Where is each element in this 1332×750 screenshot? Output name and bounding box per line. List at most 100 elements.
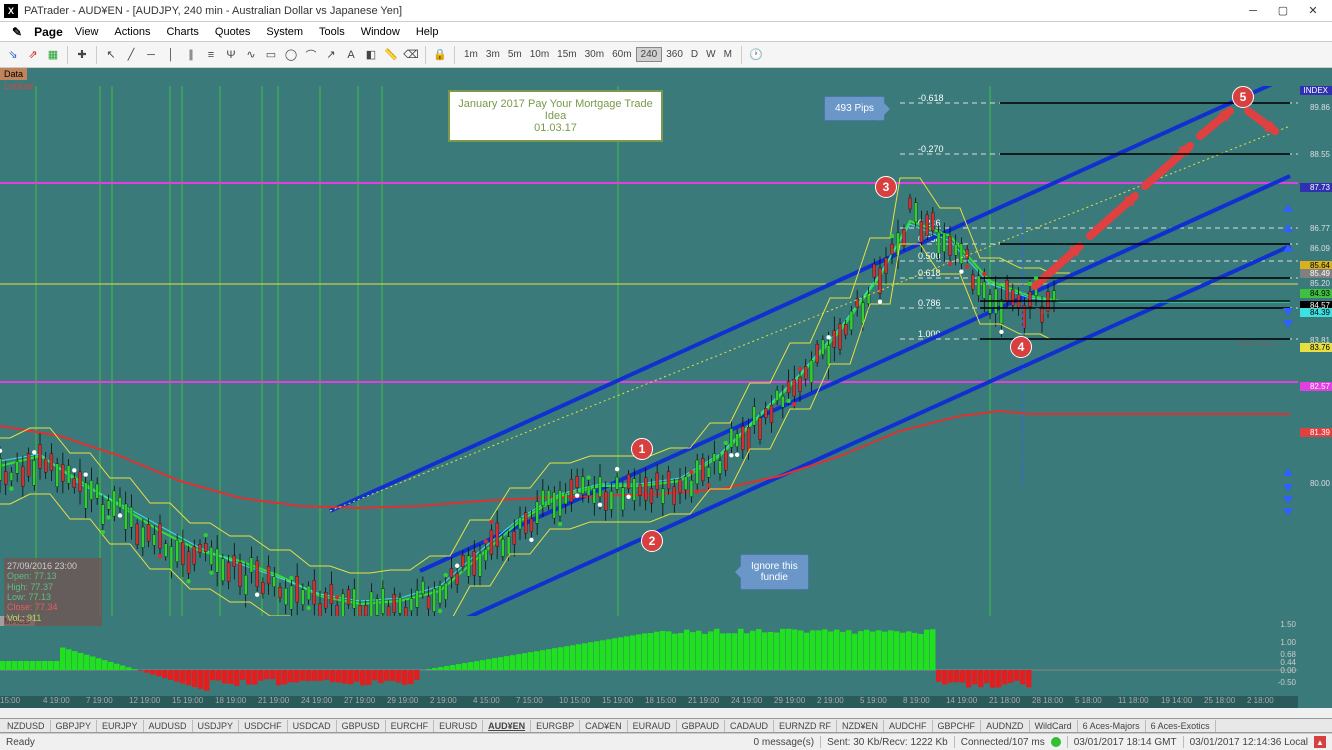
symbol-tab[interactable]: GBPJPY	[51, 720, 98, 732]
symbol-tab[interactable]: USDJPY	[193, 720, 240, 732]
info-volume: Vol.: 911	[7, 613, 99, 623]
menu-system[interactable]: System	[258, 24, 311, 40]
tool-arc[interactable]: ⌒	[302, 46, 320, 64]
data-tag: Data	[0, 68, 27, 80]
clock-icon[interactable]: 🕐	[747, 46, 765, 64]
tool-wave[interactable]: ∿	[242, 46, 260, 64]
info-close: Close: 77.34	[7, 602, 99, 612]
menu-tools[interactable]: Tools	[311, 24, 353, 40]
menu-actions[interactable]: Actions	[106, 24, 158, 40]
symbol-tab[interactable]: EURCHF	[386, 720, 435, 732]
price-tick: 87.73	[1300, 183, 1332, 192]
tool-glyph-2[interactable]: ⇗	[24, 46, 42, 64]
symbol-tab[interactable]: CAD¥EN	[580, 720, 628, 732]
wave-badge-4: 4	[1010, 336, 1032, 358]
time-tick: 28 18:00	[1032, 696, 1063, 705]
symbol-tab[interactable]: EURGBP	[531, 720, 580, 732]
symbol-tab[interactable]: EURJPY	[97, 720, 144, 732]
tool-label[interactable]: ◧	[362, 46, 380, 64]
menu-page[interactable]: Page	[26, 23, 67, 41]
tool-vline[interactable]: │	[162, 46, 180, 64]
tool-text[interactable]: A	[342, 46, 360, 64]
timeframe-10m[interactable]: 10m	[526, 48, 553, 61]
status-sent: Sent: 30 Kb/Recv: 1222 Kb	[827, 737, 948, 748]
price-tick: 86.09	[1300, 244, 1332, 253]
symbol-tab[interactable]: GBPCHF	[933, 720, 982, 732]
maximize-button[interactable]: ▢	[1268, 2, 1298, 20]
info-high: High: 77.37	[7, 582, 99, 592]
symbol-tab[interactable]: CADAUD	[725, 720, 774, 732]
svg-text:1.50: 1.50	[1280, 620, 1296, 629]
window-title: PATrader - AUD¥EN - [AUDJPY, 240 min - A…	[24, 5, 1238, 17]
timeframe-D[interactable]: D	[687, 48, 702, 61]
menu-window[interactable]: Window	[353, 24, 408, 40]
tool-ruler[interactable]: 📏	[382, 46, 400, 64]
tool-pitchfork[interactable]: Ψ	[222, 46, 240, 64]
tool-arrow[interactable]: ↗	[322, 46, 340, 64]
timeframe-30m[interactable]: 30m	[581, 48, 608, 61]
price-tick: 83.76	[1300, 343, 1332, 352]
minimize-button[interactable]: ─	[1238, 2, 1268, 20]
timeframe-W[interactable]: W	[702, 48, 719, 61]
tool-cross[interactable]: ✚	[73, 46, 91, 64]
time-tick: 15:00	[0, 696, 20, 705]
tool-glyph-3[interactable]: ▦	[44, 46, 62, 64]
tool-glyph-1[interactable]: ⇘	[4, 46, 22, 64]
tool-pointer[interactable]: ↖	[102, 46, 120, 64]
tool-trend[interactable]: ╱	[122, 46, 140, 64]
toolbar: ⇘ ⇗ ▦ ✚ ↖ ╱ ─ │ ∥ ≡ Ψ ∿ ▭ ◯ ⌒ ↗ A ◧ 📏 ⌫ …	[0, 42, 1332, 68]
menu-bar: ✎ PageViewActionsChartsQuotesSystemTools…	[0, 22, 1332, 42]
close-button[interactable]: ✕	[1298, 2, 1328, 20]
menu-charts[interactable]: Charts	[158, 24, 206, 40]
timeframe-3m[interactable]: 3m	[482, 48, 504, 61]
price-tick: 89.86	[1300, 103, 1332, 112]
timeframe-360[interactable]: 360	[662, 48, 687, 61]
tool-ellipse[interactable]: ◯	[282, 46, 300, 64]
symbol-tab[interactable]: 6 Aces-Majors	[1078, 720, 1146, 732]
symbol-tab[interactable]: EURAUD	[628, 720, 677, 732]
symbol-tab[interactable]: AUDNZD	[981, 720, 1030, 732]
symbol-tab[interactable]: EURUSD	[434, 720, 483, 732]
timeframe-15m[interactable]: 15m	[553, 48, 580, 61]
timeframe-60m[interactable]: 60m	[608, 48, 635, 61]
price-tick: 81.39	[1300, 428, 1332, 437]
time-tick: 19 14:00	[1161, 696, 1192, 705]
symbol-tab[interactable]: NZDUSD	[2, 720, 51, 732]
time-tick: 2 19:00	[430, 696, 457, 705]
symbol-tab[interactable]: AUD¥EN	[483, 720, 531, 732]
symbol-tab[interactable]: GBPUSD	[337, 720, 386, 732]
tool-rect[interactable]: ▭	[262, 46, 280, 64]
symbol-tab[interactable]: USDCAD	[288, 720, 337, 732]
symbol-tab[interactable]: AUDUSD	[144, 720, 193, 732]
svg-text:-0.618: -0.618	[918, 93, 944, 103]
signal-triangle-icon	[1283, 224, 1293, 232]
time-tick: 21 19:00	[258, 696, 289, 705]
symbol-tab[interactable]: NZD¥EN	[837, 720, 884, 732]
tool-channel[interactable]: ∥	[182, 46, 200, 64]
timeframe-1m[interactable]: 1m	[460, 48, 482, 61]
alert-icon[interactable]: ▲	[1314, 736, 1326, 748]
tool-hline[interactable]: ─	[142, 46, 160, 64]
anno-line2: Idea	[456, 110, 655, 122]
symbol-tab[interactable]: GBPAUD	[677, 720, 725, 732]
symbol-tab[interactable]: 6 Aces-Exotics	[1146, 720, 1216, 732]
symbol-tab[interactable]: USDCHF	[239, 720, 288, 732]
menu-view[interactable]: View	[67, 24, 107, 40]
symbol-tab[interactable]: AUDCHF	[884, 720, 933, 732]
trade-idea-annotation: January 2017 Pay Your Mortgage Trade Ide…	[448, 90, 663, 142]
svg-text:Base: Base	[1035, 307, 1054, 316]
tool-fib[interactable]: ≡	[202, 46, 220, 64]
status-conn: Connected/107 ms	[961, 737, 1045, 748]
timeframe-M[interactable]: M	[720, 48, 736, 61]
menu-quotes[interactable]: Quotes	[207, 24, 258, 40]
tool-erase[interactable]: ⌫	[402, 46, 420, 64]
menu-help[interactable]: Help	[408, 24, 447, 40]
connection-led-icon	[1051, 737, 1061, 747]
status-bar: Ready 0 message(s) Sent: 30 Kb/Recv: 122…	[0, 733, 1332, 750]
symbol-tab[interactable]: WildCard	[1030, 720, 1078, 732]
timeframe-5m[interactable]: 5m	[504, 48, 526, 61]
symbol-tab[interactable]: EURNZD RF	[774, 720, 837, 732]
tool-lock[interactable]: 🔒	[431, 46, 449, 64]
timeframe-240[interactable]: 240	[636, 47, 663, 62]
macd-chart[interactable]: 1.501.000.680.440.00-0.50	[0, 620, 1298, 696]
